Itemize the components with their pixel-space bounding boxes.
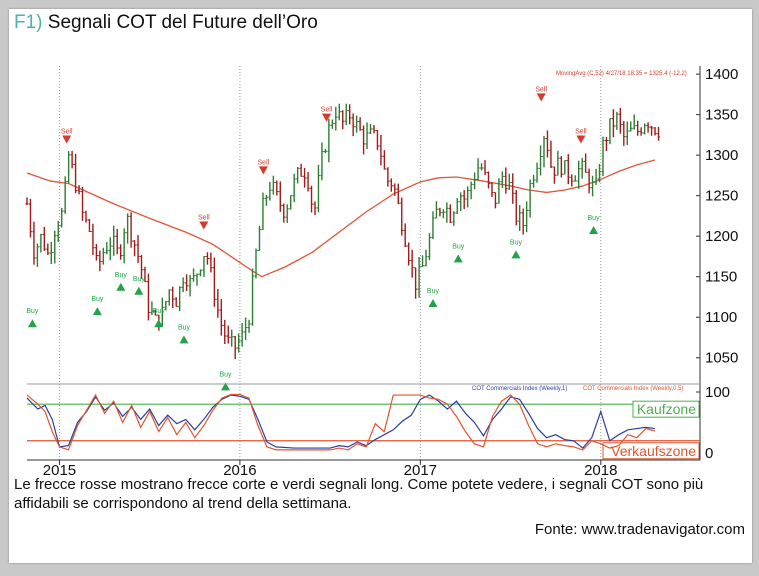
sell-arrow [576,135,586,144]
x-tick-label: 2017 [404,462,437,479]
sell-signal-label: Sell [198,214,210,221]
figure-frame [9,9,752,563]
cot-index-legend-red: COT Commercials Index (Weekly,0.5) [583,386,683,392]
price-tick-label: 1350 [705,107,738,124]
buy-arrow [116,282,126,291]
sell-signal-label: Sell [535,86,547,93]
buy-arrow [92,307,102,316]
figure-title-text: Segnali COT del Future dell’Oro [47,12,318,33]
cot-index-line-red [26,393,656,451]
cot-signals: Sell Sell Sell Sell Sell Sell Buy Buy Buy Buy Buy B… [26,86,601,391]
buy-signal-label: Buy [452,243,465,250]
figure-number: F1) [14,12,43,33]
moving-average-path [26,159,656,278]
buy-arrow [220,382,230,391]
figure-title: F1) Segnali COT del Future dell’Oro [14,12,318,34]
price-tick-label: 1150 [705,269,737,286]
zone-label: Verkaufszone [611,443,696,459]
buy-signal-label: Buy [178,324,191,331]
price-tick-label: 1250 [705,188,738,205]
sell-signal-label: Sell [575,129,587,136]
price-tick-label: 1100 [705,309,737,326]
cot-index-line-blue [26,394,655,449]
x-tick-label: 2016 [223,462,256,479]
buy-arrow [154,319,164,328]
figure-caption: Le frecce rosse mostrano frecce corte e … [14,476,704,512]
sell-arrow [536,93,546,102]
buy-signal-label: Buy [115,272,128,279]
buy-signal-label: Buy [153,308,166,315]
price-tick-label: 1050 [705,350,738,367]
buy-signal-label: Buy [91,296,104,303]
buy-arrow [179,335,189,344]
buy-signal-label: Buy [26,308,39,315]
buy-signal-label: Buy [510,239,523,246]
price-tick-label: 1400 [705,66,738,83]
buy-arrow [511,250,521,259]
buy-arrow [134,286,144,295]
zone-label: Kaufzone [637,401,696,417]
cot-tick-label: 100 [705,384,730,401]
x-tick-label: 2018 [584,462,617,479]
x-axis-ticks: 2015 2016 2017 2018 [43,460,617,479]
buy-signal-label: Buy [588,215,601,222]
sell-signal-label: Sell [61,129,73,136]
cot-zones: Kaufzone Verkaufszone [27,400,700,460]
buy-signal-label: Buy [219,371,232,378]
sell-arrow [62,135,72,144]
buy-signal-label: Buy [133,276,146,283]
cot-tick-label: 0 [705,445,713,462]
cot-index-lines [26,393,656,451]
sell-arrow [199,221,209,230]
moving-average-legend: MovingAvg (C,52) 4/27/18 18:35 = 1325.4 … [556,71,687,77]
buy-signal-label: Buy [427,288,440,295]
price-tick-label: 1300 [705,147,738,164]
price-tick-label: 1200 [705,228,738,245]
moving-average-line [26,159,656,278]
price-panel: MovingAvg (C,52) 4/27/18 18:35 = 1325.4 … [25,66,738,391]
sell-arrow [258,166,268,175]
price-axis-ticks: 1050 1100 1150 1200 1250 1300 1350 1400 [696,66,738,367]
cot-axis-ticks: 100 0 [696,384,730,462]
zone-label-box [602,442,700,460]
sell-signal-label: Sell [258,159,270,166]
buy-arrow [453,254,463,263]
price-bars [25,103,661,360]
buy-arrow [428,298,438,307]
buy-arrow [589,226,599,235]
sell-arrow [322,113,332,122]
buy-arrow [27,319,37,328]
x-tick-label: 2015 [43,462,76,479]
zone-label-box [632,400,700,418]
sell-signal-label: Sell [321,107,333,114]
figure-source: Fonte: www.tradenavigator.com [534,521,745,538]
cot-index-legend-blue: COT Commercials Index (Weekly,1) [472,386,567,392]
cot-index-panel: COT Commercials Index (Weekly,1) COT Com… [26,384,730,462]
